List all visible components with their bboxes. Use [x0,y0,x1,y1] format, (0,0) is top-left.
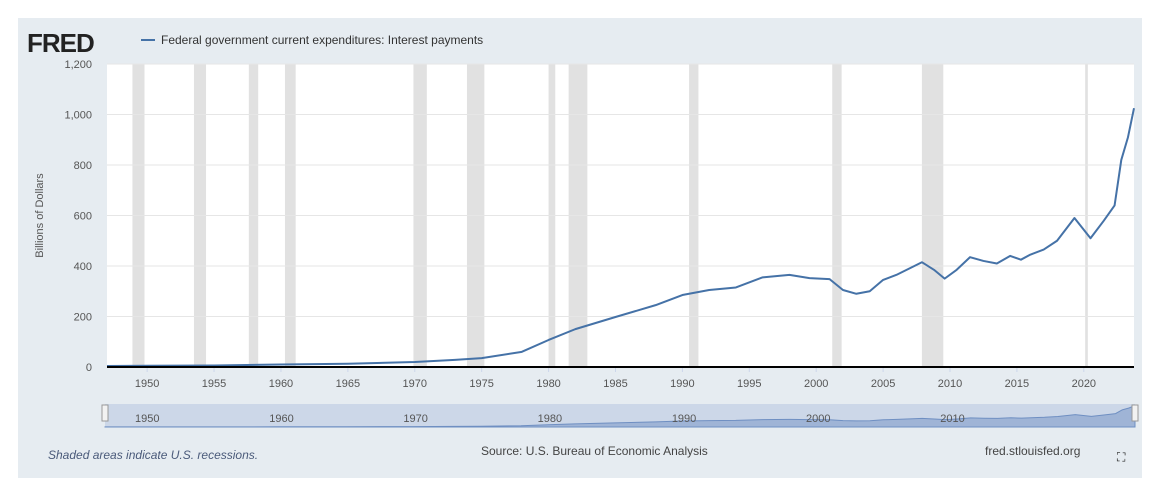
y-tick-label: 800 [74,160,92,172]
x-tick-label: 1980 [536,378,560,390]
navigator-tick-label: 2000 [806,413,830,425]
x-tick-label: 2020 [1072,378,1096,390]
fred-logo[interactable]: FRED [27,28,95,58]
fullscreen-icon[interactable]: ⛶ [1117,450,1126,464]
x-tick-label: 2005 [871,378,895,390]
y-tick-label: 400 [74,261,92,273]
navigator-tick-label: 1970 [403,413,427,425]
y-tick-label: 200 [74,312,92,324]
navigator-tick-label: 1950 [135,413,159,425]
y-tick-label: 600 [74,211,92,223]
navigator-series [104,404,1136,428]
x-tick-label: 1950 [135,378,159,390]
site-link[interactable]: fred.stlouisfed.org [985,444,1081,458]
legend-swatch [141,39,155,41]
series-line [106,107,1135,367]
navigator-tick-label: 1960 [269,413,293,425]
navigator-handle-left[interactable] [101,404,109,422]
navigator-handle-right[interactable] [1131,404,1139,422]
x-tick-label: 1970 [403,378,427,390]
navigator-tick-label: 2010 [940,413,964,425]
x-tick-label: 2000 [804,378,828,390]
y-axis-label: Billions of Dollars [34,173,46,258]
navigator-tick-label: 1980 [538,413,562,425]
x-tick-label: 1995 [737,378,761,390]
x-tick-label: 1955 [202,378,226,390]
y-tick-label: 1,200 [64,59,92,71]
x-tick-label: 2010 [938,378,962,390]
navigator-tick-label: 1990 [672,413,696,425]
x-tick-label: 1960 [269,378,293,390]
x-tick-label: 1975 [469,378,493,390]
legend: Federal government current expenditures:… [141,33,483,47]
x-tick-label: 1990 [670,378,694,390]
x-tick-label: 1985 [603,378,627,390]
legend-label: Federal government current expenditures:… [161,33,484,47]
source-text: Source: U.S. Bureau of Economic Analysis [481,444,708,458]
recession-note: Shaded areas indicate U.S. recessions. [48,448,259,462]
y-tick-label: 0 [86,362,92,374]
x-tick-label: 1965 [336,378,360,390]
x-tick-label: 2015 [1005,378,1029,390]
y-tick-label: 1,000 [64,110,92,122]
